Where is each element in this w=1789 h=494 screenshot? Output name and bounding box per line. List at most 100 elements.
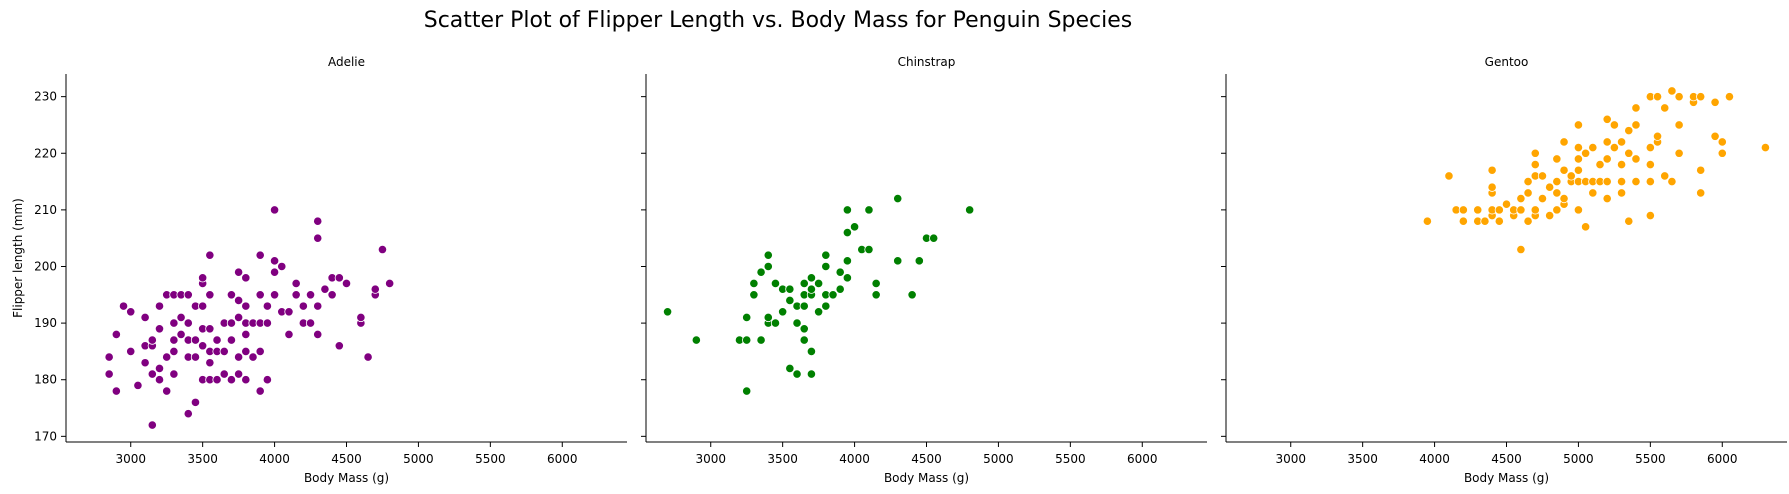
data-point (154, 324, 165, 334)
data-point (1559, 137, 1569, 147)
data-point (205, 358, 215, 368)
data-point (169, 318, 179, 328)
data-point (327, 290, 337, 300)
data-point (907, 290, 917, 300)
data-point (799, 278, 809, 289)
y-tick-label: 200 (34, 259, 57, 273)
data-point (1552, 176, 1562, 187)
data-point (1631, 120, 1641, 130)
data-point (219, 369, 229, 379)
data-point (133, 380, 143, 390)
data-point (169, 346, 179, 357)
data-point (198, 273, 208, 283)
data-point (356, 312, 366, 323)
data-point (334, 341, 344, 351)
x-tick-label: 6000 (1707, 452, 1738, 466)
x-axis-label: Body Mass (g) (1464, 471, 1549, 485)
data-point (864, 205, 874, 215)
x-tick-label: 5000 (403, 452, 434, 466)
chart-title: Scatter Plot of Flipper Length vs. Body … (424, 8, 1133, 33)
data-point (806, 346, 817, 357)
data-point (190, 335, 201, 345)
data-point (1645, 210, 1655, 221)
facet-title-chinstrap: Chinstrap (898, 55, 956, 69)
data-point (147, 369, 157, 379)
data-point (1616, 176, 1627, 187)
x-tick-label: 3500 (187, 452, 218, 466)
data-point (1559, 193, 1569, 204)
data-point (255, 250, 265, 260)
data-point (1595, 159, 1605, 170)
data-point (1523, 188, 1533, 198)
data-point (1537, 171, 1548, 181)
y-axis-label: Flipper length (mm) (11, 198, 25, 318)
data-point (169, 335, 179, 345)
x-tick-label: 5500 (1635, 452, 1666, 466)
data-point (1545, 210, 1555, 221)
data-point (176, 312, 186, 323)
data-point (1674, 92, 1684, 102)
data-point (1444, 171, 1454, 181)
data-point (1696, 92, 1706, 102)
data-point (871, 278, 881, 289)
data-point (262, 318, 272, 328)
data-point (154, 363, 165, 373)
data-point (763, 250, 773, 260)
data-point (742, 335, 752, 345)
data-point (262, 301, 272, 311)
data-point (821, 301, 831, 311)
data-point (111, 386, 121, 396)
data-point (104, 352, 114, 362)
data-point (190, 352, 201, 362)
data-point (914, 256, 924, 266)
data-point (814, 307, 824, 317)
data-point (1660, 103, 1670, 113)
data-point (1624, 148, 1634, 158)
points-gentoo (1422, 86, 1771, 255)
data-point (305, 290, 316, 300)
data-point (241, 301, 251, 311)
y-tick-label: 170 (34, 429, 57, 443)
data-point (1573, 120, 1584, 130)
data-point (691, 335, 701, 345)
data-point (799, 324, 809, 334)
data-point (1602, 114, 1612, 124)
data-point (284, 329, 294, 340)
data-point (1559, 165, 1569, 175)
data-point (1710, 131, 1720, 141)
data-point (1581, 222, 1591, 232)
data-point (255, 346, 265, 357)
x-tick-label: 3000 (1275, 452, 1306, 466)
facet-adelie: Adelie 170 180 190 200 210 220 230 3000 3500 4000 4… (11, 55, 627, 485)
data-point (749, 290, 759, 300)
data-point (291, 278, 301, 289)
data-point (183, 290, 193, 300)
data-point (255, 290, 265, 300)
data-point (842, 205, 852, 215)
data-point (104, 369, 114, 379)
data-point (1616, 159, 1627, 170)
data-point (806, 284, 817, 294)
data-point (269, 290, 280, 300)
facet-gentoo: Gentoo 3000 3500 4000 4500 5000 5500 6000 Body M… (1221, 55, 1787, 485)
data-point (219, 346, 229, 357)
x-tick-label: 4500 (331, 452, 362, 466)
data-point (1588, 143, 1598, 153)
data-point (1674, 120, 1684, 130)
data-point (1609, 143, 1619, 153)
data-point (778, 307, 788, 317)
data-point (814, 278, 824, 289)
data-point (226, 375, 237, 385)
data-point (1645, 143, 1655, 153)
data-point (893, 193, 903, 204)
data-point (1494, 216, 1504, 226)
facet-title-gentoo: Gentoo (1485, 55, 1529, 69)
data-point (1616, 188, 1627, 198)
data-point (1717, 137, 1727, 147)
data-point (785, 284, 795, 294)
data-point (785, 295, 795, 306)
data-point (198, 341, 208, 351)
data-point (248, 352, 258, 362)
x-tick-label: 5000 (1563, 452, 1594, 466)
data-point (1458, 216, 1468, 226)
